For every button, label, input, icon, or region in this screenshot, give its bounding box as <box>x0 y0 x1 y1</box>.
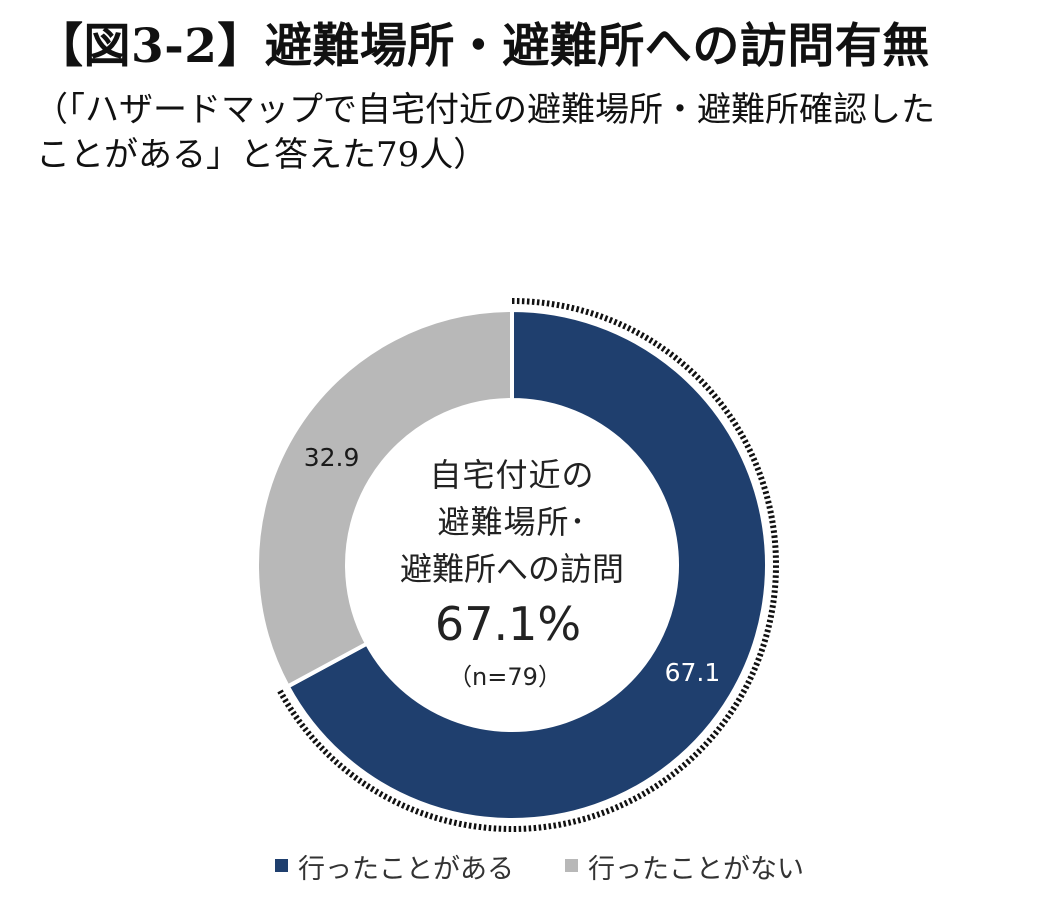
highlight-dotted-outline <box>277 298 779 832</box>
center-text: 自宅付近の 避難場所･ 避難所への訪問 67.1% （n=79） <box>400 456 624 691</box>
data-label-2: 32.9 <box>304 443 360 472</box>
data-labels: 67.1 32.9 <box>304 443 721 687</box>
donut-slice-1 <box>285 307 769 822</box>
legend: 行ったことがある 行ったことがない <box>275 854 804 885</box>
data-label-1: 67.1 <box>665 658 721 687</box>
chart-title: 【図3-2】避難場所・避難所への訪問有無 <box>36 19 930 74</box>
donut-slices <box>255 307 769 822</box>
chart-subtitle-line-1: （「ハザードマップで自宅付近の避難場所・避難所確認した <box>34 90 935 130</box>
legend-swatch-2 <box>565 859 578 872</box>
center-note: （n=79） <box>448 663 562 691</box>
legend-label-2: 行ったことがない <box>588 854 804 885</box>
center-value: 67.1% <box>435 597 581 651</box>
legend-swatch-1 <box>275 859 288 872</box>
center-label-line-2: 避難場所･ <box>437 503 586 541</box>
chart-subtitle-line-2: ことがある」と答えた79人） <box>36 135 488 175</box>
center-label-line-3: 避難所への訪問 <box>400 550 624 588</box>
donut-slice-2 <box>255 307 514 690</box>
legend-label-1: 行ったことがある <box>298 854 514 885</box>
center-label-line-1: 自宅付近の <box>429 456 594 494</box>
